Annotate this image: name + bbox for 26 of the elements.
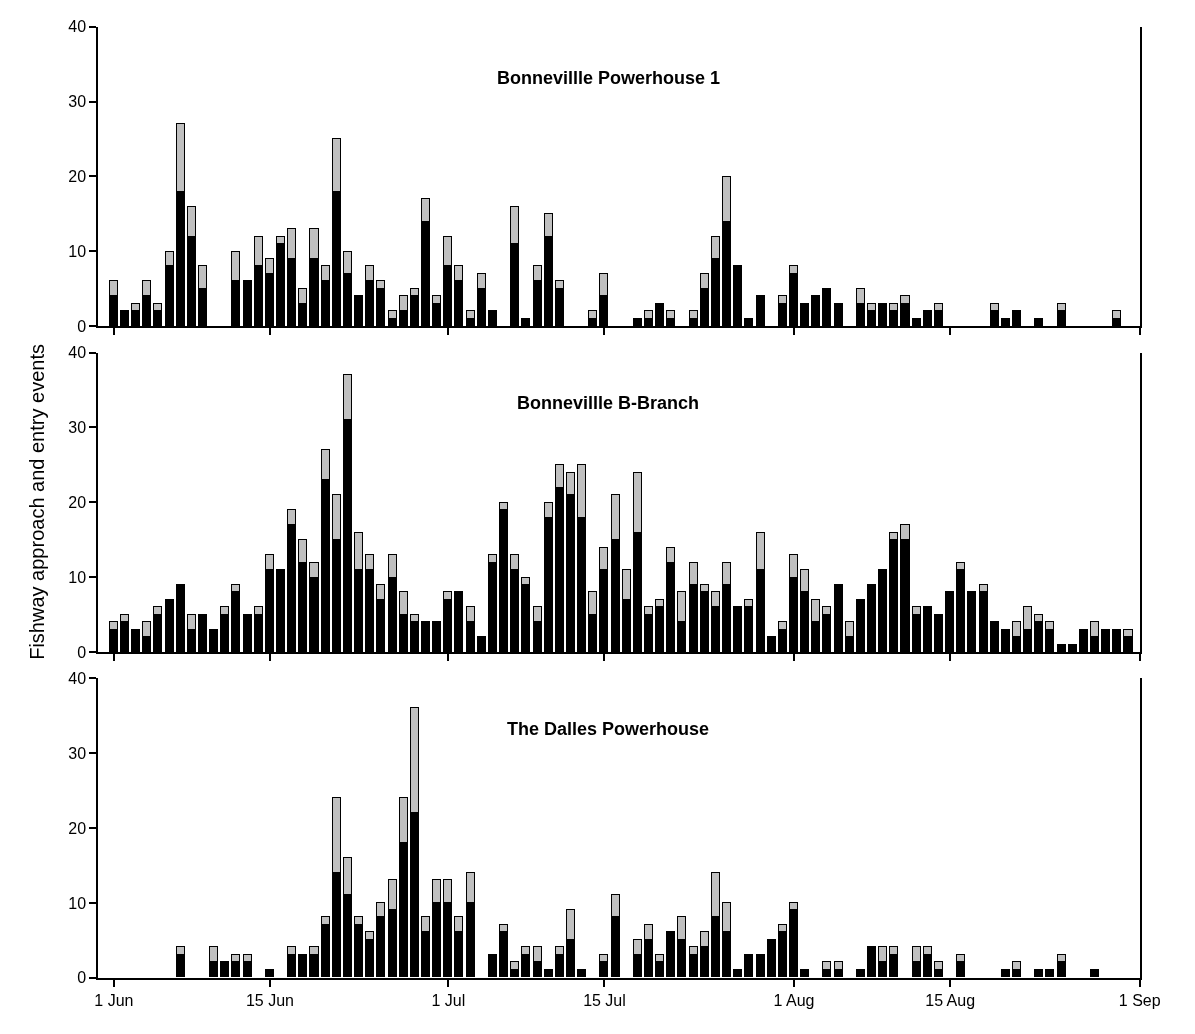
x-tick-label: 1 Jun bbox=[94, 991, 134, 1009]
y-tick-label: 20 bbox=[68, 167, 87, 185]
y-tick-label: 40 bbox=[68, 344, 87, 362]
y-tick-label: 20 bbox=[68, 493, 87, 511]
y-tick-label: 40 bbox=[68, 18, 87, 36]
y-tick-label: 30 bbox=[68, 744, 87, 762]
text: The Dalles Powerhouse bbox=[507, 719, 710, 739]
x-tick-label: 15 Jul bbox=[583, 991, 626, 1009]
y-tick-label: 20 bbox=[68, 819, 87, 837]
y-tick-label: 10 bbox=[68, 894, 87, 912]
text: Bonnevillle B-Branch bbox=[517, 393, 700, 413]
x-tick-label: 15 Aug bbox=[925, 991, 976, 1009]
x-tick-label: 1 Aug bbox=[773, 991, 815, 1009]
y-tick-label: 10 bbox=[68, 568, 87, 586]
y-tick-label: 0 bbox=[77, 643, 87, 661]
y-tick-label: 0 bbox=[77, 317, 87, 335]
y-tick-label: 0 bbox=[77, 969, 87, 987]
y-tick-label: 40 bbox=[68, 670, 87, 688]
y-tick-label: 30 bbox=[68, 419, 87, 436]
y-tick-label: 10 bbox=[68, 242, 87, 260]
y-axis-title: Fishway approach and entry events bbox=[26, 344, 49, 660]
y-tick-label: 30 bbox=[68, 93, 87, 111]
text: Bonnevillle Powerhouse 1 bbox=[497, 68, 721, 88]
x-tick-label: 1 Sep bbox=[1118, 991, 1161, 1009]
x-tick-label: 15 Jun bbox=[245, 991, 294, 1009]
x-tick-label: 1 Jul bbox=[431, 991, 466, 1009]
